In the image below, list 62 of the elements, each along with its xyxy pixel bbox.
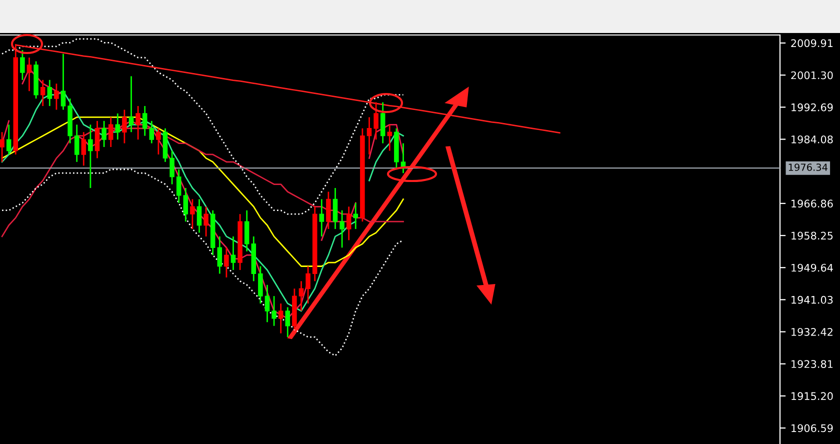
candlestick [149,120,154,144]
candlestick [244,210,250,252]
candlestick [81,131,86,166]
y-tick-label: 1958.25 [792,232,833,240]
y-tick-label: 2001.30 [791,71,833,80]
candlestick [40,79,46,107]
y-tick-label: 1966.86 [792,200,833,208]
candlestick [196,198,202,234]
y-tick-label: 1932.42 [792,328,832,336]
candlestick [60,53,66,110]
candlestick [326,191,331,230]
candlestick [54,82,59,110]
candlestick [88,124,93,189]
candlestick [366,116,372,156]
candlestick [217,236,222,274]
candlestick [346,206,352,241]
candlestick [380,102,386,144]
ref-line-label: 1976.34 [788,164,828,171]
candlestick [204,206,208,238]
candlestick [115,112,120,140]
candlestick [353,202,358,230]
candlestick [272,295,276,327]
candlestick [128,76,134,133]
candlestick [230,236,236,271]
candlestick [170,150,174,185]
candlestick [224,246,229,278]
candlestick [142,105,148,137]
candlestick [94,120,100,159]
y-tick-label: 1992.69 [792,103,833,112]
candlestick [74,124,80,163]
candlestick [26,56,32,92]
candlestick [298,280,304,312]
candlestick [6,124,12,156]
candlestick [156,128,161,156]
candlestick [285,306,290,338]
candlestick [278,302,284,334]
candlestick [0,131,4,163]
candlestick [102,120,106,148]
candlestick [264,284,270,323]
line-series [1,168,404,356]
candlestick [340,210,344,248]
y-tick-label: 2009.91 [791,39,833,48]
candlestick [306,266,310,304]
candlestick [20,49,25,81]
y-tick-label: 1941.03 [792,296,833,304]
candlestick [47,79,52,107]
line-series [1,38,404,215]
y-tick-label: 1949.64 [792,264,833,272]
candlestick [190,198,195,230]
y-tick-label: 1915.20 [792,392,833,400]
candlestick [122,109,127,144]
candlestick [136,105,140,140]
y-tick-label: 1923.81 [792,360,833,368]
candlestick [176,168,182,204]
candlestick [183,187,188,222]
candlestick [258,266,263,304]
y-tick-label: 1906.59 [792,424,833,432]
candlestick [332,187,338,230]
candlestick [319,198,324,238]
candlestick [108,116,114,148]
y-tick-label: 1984.08 [792,135,833,144]
candlestick [374,102,378,140]
